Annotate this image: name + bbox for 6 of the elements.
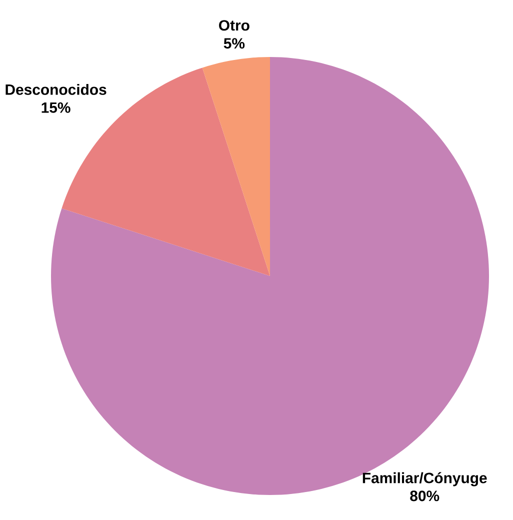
slice-label: Otro [219,20,250,31]
slice-label: Desconocidos [6,84,106,95]
data-label: 5% [224,38,245,49]
slice-label: Familiar/Cónyuge [362,472,487,486]
data-label: 80% [410,490,440,502]
data-label: 15% [42,102,70,113]
